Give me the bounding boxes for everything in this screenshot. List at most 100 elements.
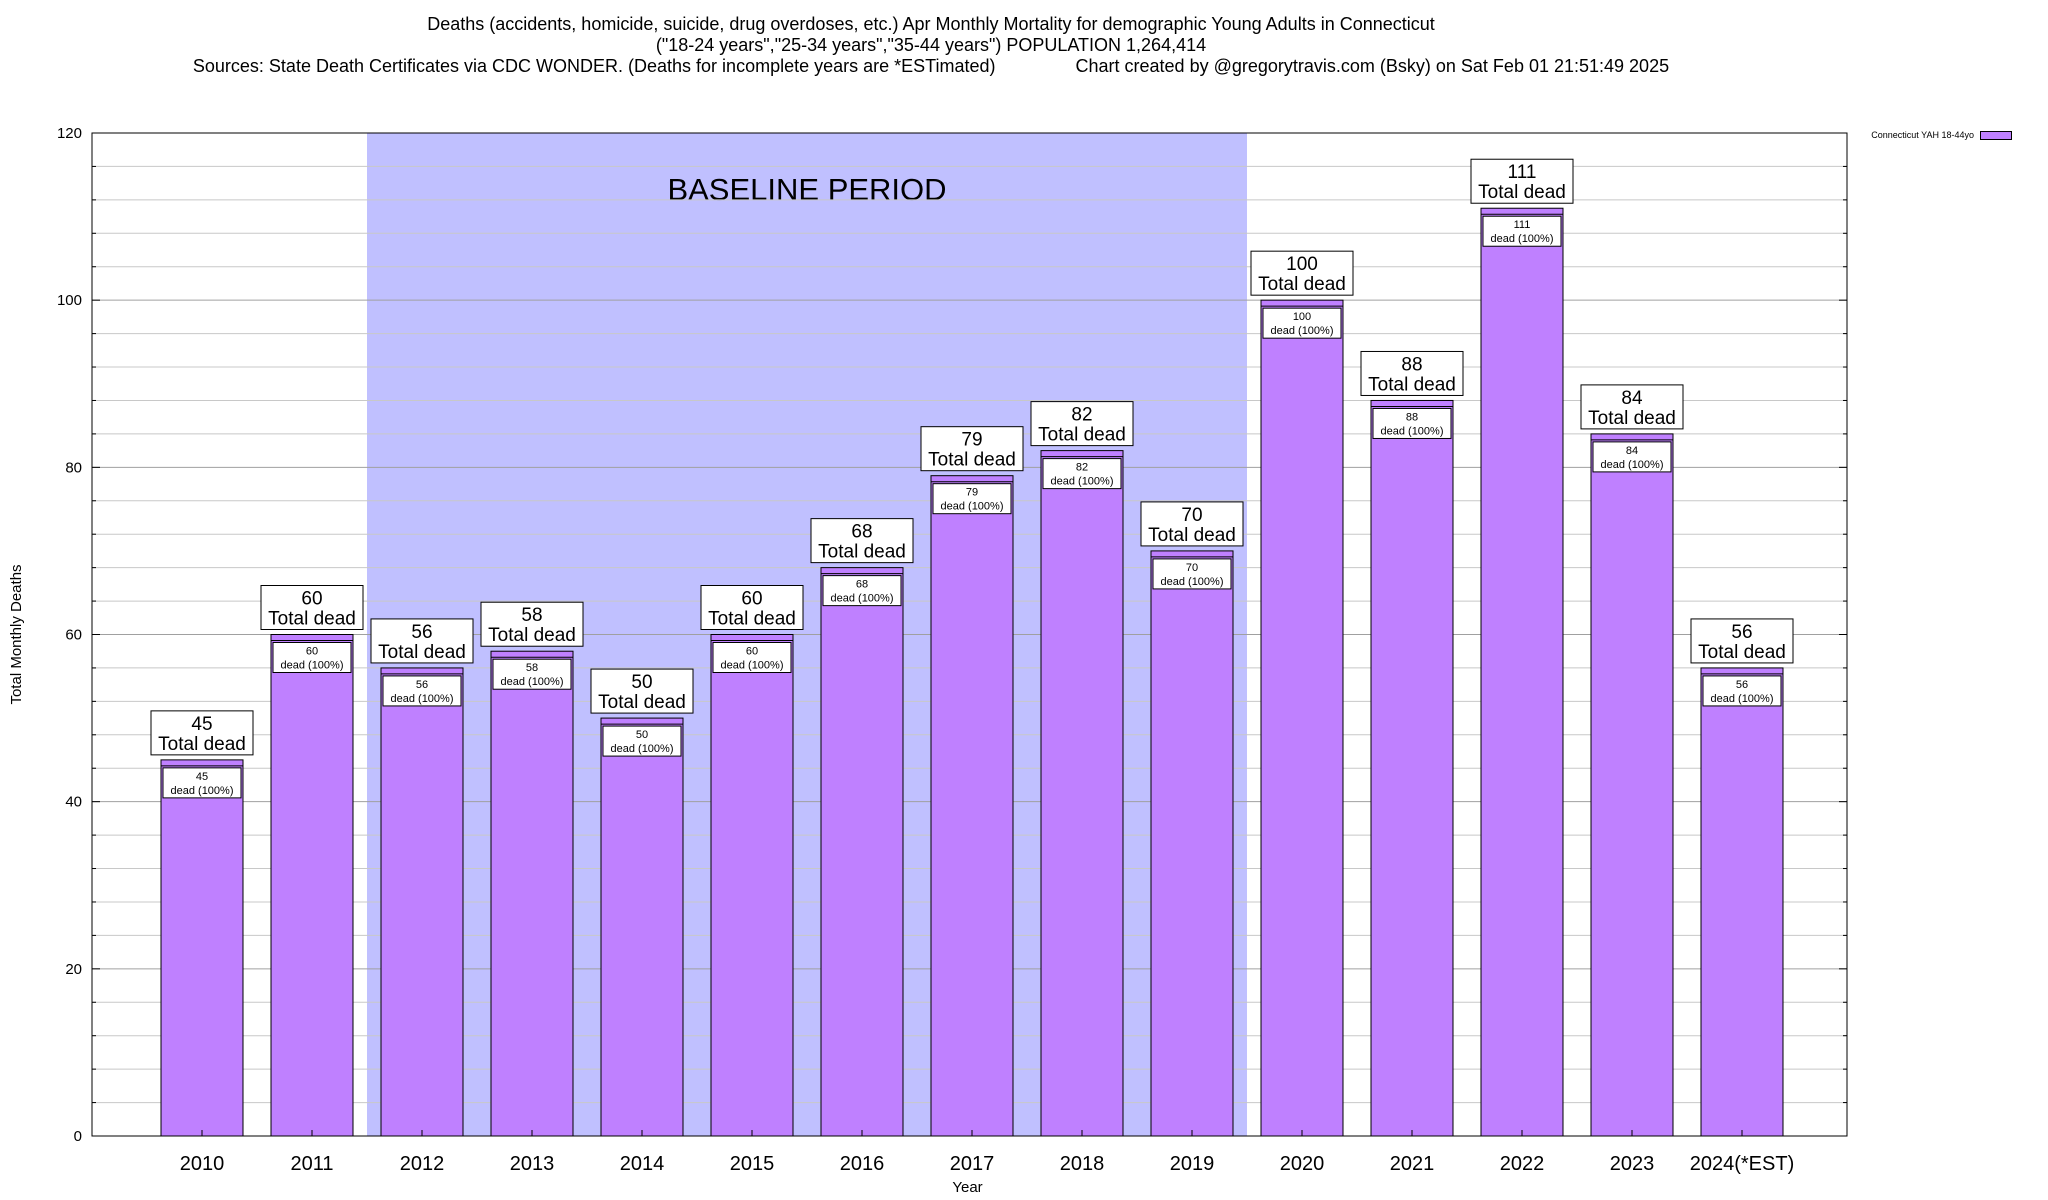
total-label-value: 82 (1071, 405, 1092, 426)
total-label-value: 56 (1731, 622, 1752, 643)
total-label-text: Total dead (928, 450, 1016, 471)
x-tick-label: 2023 (1610, 1153, 1655, 1175)
total-label-box (1030, 401, 1134, 447)
inner-label-value: 84 (1626, 445, 1638, 457)
bar (820, 567, 904, 1137)
inner-label-box (1702, 675, 1782, 707)
total-label-text: Total dead (708, 609, 796, 630)
total-label-value: 84 (1621, 388, 1643, 409)
inner-label-text: dead (100%) (1601, 459, 1664, 471)
total-label-text: Total dead (488, 625, 576, 646)
chart-title-line-3: Sources: State Death Certificates via CD… (192, 56, 1670, 76)
x-tick-label: 2021 (1390, 1153, 1435, 1175)
inner-label-box (822, 575, 902, 607)
inner-label-box (1482, 215, 1562, 247)
inner-label-value: 88 (1406, 411, 1418, 423)
total-label-box (370, 618, 474, 664)
x-tick-label: 2024(*EST) (1690, 1153, 1795, 1175)
total-label-text: Total dead (1588, 408, 1676, 429)
x-tick-label: 2017 (950, 1153, 995, 1175)
total-label-box (920, 426, 1024, 472)
total-label-text: Total dead (1698, 642, 1786, 663)
total-label-box (1250, 250, 1354, 296)
y-axis-title: Total Monthly Deaths (8, 564, 25, 704)
total-label-value: 58 (521, 605, 542, 626)
bar (1150, 550, 1234, 1137)
total-label-box (480, 601, 584, 647)
inner-label-box (272, 642, 352, 673)
bar (270, 634, 354, 1137)
total-label-box (1140, 501, 1244, 547)
y-tick-label: 60 (65, 627, 82, 644)
legend-swatch (1980, 131, 2012, 141)
inner-label-value: 56 (1736, 679, 1748, 691)
total-label-value: 45 (191, 714, 212, 735)
inner-label-value: 100 (1293, 311, 1311, 323)
chart-title-line-2: ("18-24 years","25-34 years","35-44 year… (655, 35, 1207, 55)
total-label-text: Total dead (158, 734, 246, 755)
y-tick-label: 100 (57, 292, 82, 309)
bar (1480, 207, 1564, 1137)
y-tick-label: 0 (74, 1128, 82, 1145)
total-label-box (1470, 158, 1574, 204)
total-label-text: Total dead (1038, 425, 1126, 446)
total-label-value: 111 (1508, 162, 1537, 183)
total-label-text: Total dead (598, 692, 686, 713)
x-tick-label: 2016 (840, 1153, 885, 1175)
total-label-value: 56 (411, 622, 432, 643)
inner-label-box (712, 642, 792, 673)
total-label-box (700, 585, 804, 630)
total-label-box (810, 518, 914, 564)
total-label-value: 68 (851, 522, 872, 543)
inner-label-text: dead (100%) (1381, 425, 1444, 437)
total-label-value: 79 (961, 430, 982, 451)
x-axis-title: Year (952, 1179, 982, 1196)
inner-label-box (1592, 441, 1672, 473)
total-label-box (1580, 384, 1684, 430)
inner-label-text: dead (100%) (1051, 476, 1114, 488)
x-tick-label: 2010 (180, 1153, 225, 1175)
chart-title-line-1: Deaths (accidents, homicide, suicide, dr… (427, 14, 1435, 34)
total-label-value: 60 (741, 589, 762, 610)
inner-label-box (932, 483, 1012, 515)
inner-label-box (1042, 458, 1122, 490)
inner-label-box (1152, 558, 1232, 590)
inner-label-text: dead (100%) (941, 501, 1004, 513)
bar (710, 634, 794, 1137)
y-tick-label: 120 (57, 125, 82, 142)
inner-label-value: 50 (636, 729, 648, 741)
inner-label-value: 68 (856, 579, 868, 591)
inner-label-box (492, 658, 572, 690)
plot-frame (91, 132, 1848, 1137)
inner-label-text: dead (100%) (391, 693, 454, 705)
total-label-text: Total dead (818, 542, 906, 563)
inner-label-value: 58 (526, 662, 538, 674)
total-label-text: Total dead (1478, 182, 1566, 203)
inner-label-value: 60 (306, 646, 318, 658)
bar (1040, 450, 1124, 1137)
inner-label-box (382, 675, 462, 707)
inner-label-box (162, 767, 242, 799)
total-label-text: Total dead (1148, 525, 1236, 546)
inner-label-value: 79 (966, 487, 978, 499)
inner-label-text: dead (100%) (831, 593, 894, 605)
total-label-text: Total dead (1258, 274, 1346, 295)
total-label-box (260, 585, 364, 630)
chart-title-block: Deaths (accidents, homicide, suicide, dr… (0, 14, 1862, 77)
inner-label-value: 111 (1514, 219, 1531, 231)
x-tick-label: 2018 (1060, 1153, 1105, 1175)
legend-label: Connecticut YAH 18-44yo (1871, 130, 1974, 140)
bar (930, 475, 1014, 1137)
x-tick-label: 2011 (290, 1153, 333, 1175)
y-tick-label: 80 (65, 459, 82, 476)
bar (600, 717, 684, 1137)
inner-label-box (1372, 407, 1452, 439)
total-label-box (590, 668, 694, 714)
total-label-value: 88 (1401, 354, 1422, 375)
inner-label-text: dead (100%) (171, 785, 234, 797)
inner-label-text: dead (100%) (1161, 576, 1224, 588)
y-tick-label: 20 (65, 961, 82, 978)
x-tick-label: 2020 (1280, 1153, 1325, 1175)
total-label-box (1690, 618, 1794, 664)
